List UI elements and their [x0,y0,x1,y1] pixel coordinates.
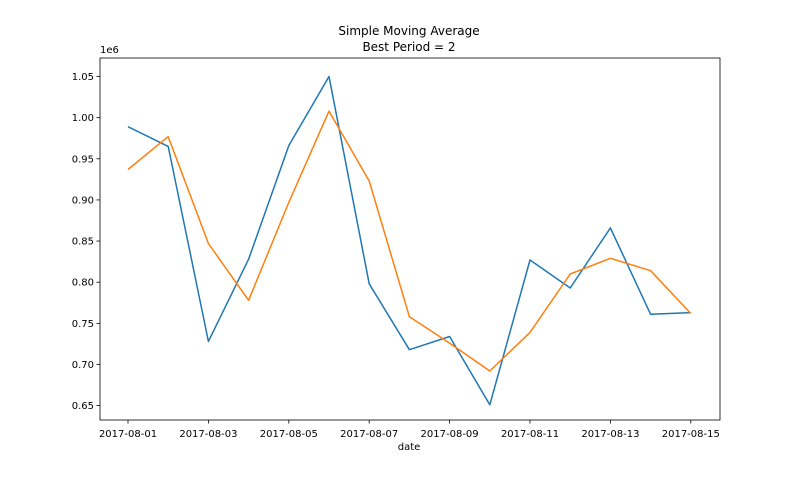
y-tick-label: 0.75 [72,319,94,330]
chart-title-line-2: Best Period = 2 [362,40,455,54]
x-axis-label: date [398,442,421,453]
x-tick-label: 2017-08-07 [340,429,398,440]
x-tick-label: 2017-08-11 [501,429,559,440]
y-tick-label: 0.70 [72,360,94,371]
x-tick-label: 2017-08-05 [260,429,318,440]
series-layer [127,75,692,406]
chart-title-line-1: Simple Moving Average [338,24,479,38]
y-tick-label: 0.95 [72,154,94,165]
y-tick-label: 0.85 [72,237,94,248]
y-offset-label: 1e6 [100,45,119,56]
x-tick-label: 2017-08-01 [99,429,157,440]
x-tick-label: 2017-08-15 [662,429,720,440]
y-tick-label: 0.90 [72,195,94,206]
y-tick-label: 0.80 [72,278,94,289]
x-tick-label: 2017-08-03 [179,429,237,440]
y-tick-label: 1.00 [72,113,94,124]
plot-frame [99,57,721,421]
series-2-line [127,110,692,372]
x-tick-label: 2017-08-13 [581,429,639,440]
x-tick-label: 2017-08-09 [421,429,479,440]
axes-layer: 0.65 0.70 0.75 0.80 0.85 0.90 0.95 1.00 1.05 2017… [72,57,721,440]
series-1-line [127,75,691,406]
y-tick-label: 0.65 [72,401,94,412]
y-tick-label: 1.05 [72,72,94,83]
